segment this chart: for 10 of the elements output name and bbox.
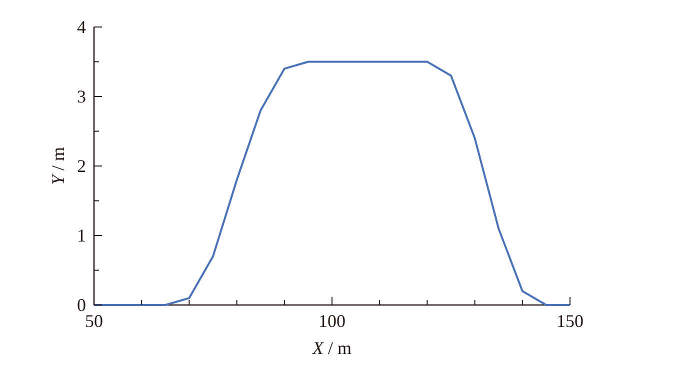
y-tick-label: 4 xyxy=(77,17,86,37)
x-tick-label: 150 xyxy=(556,311,584,331)
y-axis-title: Y / m xyxy=(48,146,68,186)
x-tick-label: 100 xyxy=(318,311,346,331)
x-tick-label: 50 xyxy=(85,311,103,331)
y-tick-label: 2 xyxy=(77,156,86,176)
y-tick-label: 1 xyxy=(77,226,86,246)
y-tick-label: 3 xyxy=(77,86,86,106)
x-axis-title: X / m xyxy=(311,338,352,358)
y-tick-label: 0 xyxy=(77,295,86,315)
